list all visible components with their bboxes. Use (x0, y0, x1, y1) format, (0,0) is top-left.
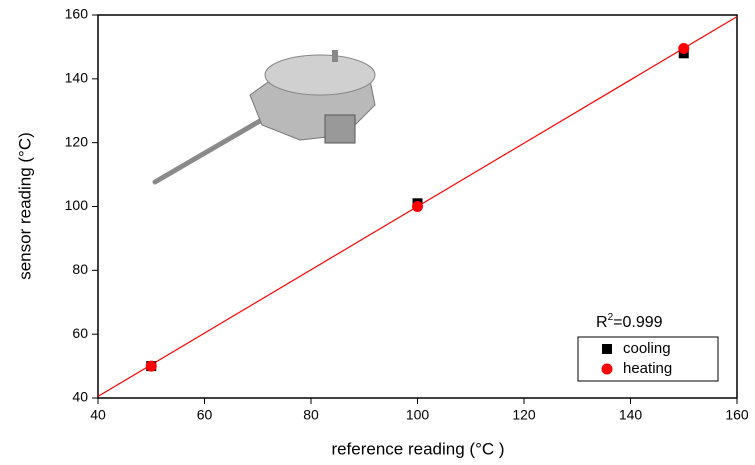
thermocouple-image (152, 50, 376, 185)
x-axis-label: reference reading (°C ) (331, 439, 504, 458)
x-tick-label: 140 (619, 407, 643, 423)
y-tick-label: 40 (72, 389, 88, 405)
x-tick-label: 40 (90, 407, 106, 423)
annotation-base: R (596, 314, 608, 331)
point (678, 43, 690, 55)
y-tick-label: 160 (65, 6, 89, 22)
annotation-sup: 2 (608, 312, 614, 323)
y-tick-label: 100 (65, 197, 89, 213)
legend-box (577, 336, 719, 382)
legend-label: heating (623, 360, 672, 377)
x-tick-label: 120 (512, 407, 536, 423)
legend-marker (601, 363, 613, 375)
y-tick-label: 80 (72, 261, 88, 277)
x-tick-label: 160 (725, 407, 749, 423)
legend-label: cooling (623, 340, 671, 357)
legend-marker (602, 344, 612, 354)
point (145, 360, 157, 372)
annotation: R2=0.999 (596, 312, 663, 332)
x-tick-label: 80 (303, 407, 319, 423)
y-tick-label: 60 (72, 325, 88, 341)
annotation-text: =0.999 (613, 314, 662, 331)
y-tick-label: 140 (65, 70, 89, 86)
x-tick-label: 100 (406, 407, 430, 423)
y-axis-label: sensor reading (°C) (15, 132, 34, 280)
x-tick-label: 60 (197, 407, 213, 423)
point (412, 201, 423, 212)
y-tick-label: 120 (65, 133, 89, 149)
